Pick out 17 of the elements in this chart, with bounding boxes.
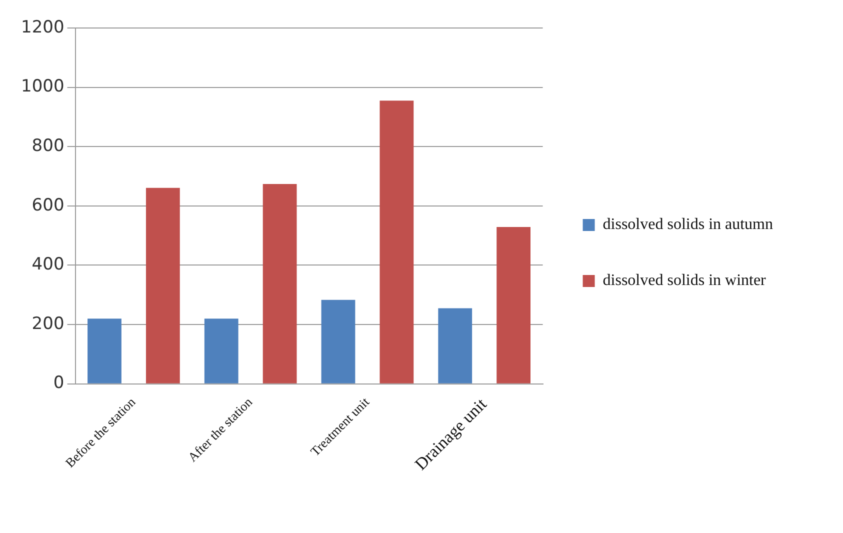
bar: [204, 318, 238, 384]
bar: [380, 100, 414, 384]
y-tick-label: 1000: [21, 76, 64, 97]
bar: [262, 184, 297, 384]
y-tick-label: 200: [32, 314, 64, 334]
bar: [438, 308, 472, 384]
legend-label: dissolved solids in autumn: [602, 216, 774, 234]
y-tick-label: 400: [32, 254, 64, 275]
y-tick-label: 1200: [21, 17, 64, 38]
y-tick-label: 0: [53, 373, 64, 394]
bar: [321, 300, 356, 384]
legend-label: dissolved solids in winter: [602, 272, 767, 290]
y-tick-label: 800: [32, 136, 64, 156]
bar: [88, 318, 122, 384]
bar: [496, 226, 530, 384]
y-tick-label: 600: [32, 195, 64, 216]
bar: [146, 188, 180, 384]
